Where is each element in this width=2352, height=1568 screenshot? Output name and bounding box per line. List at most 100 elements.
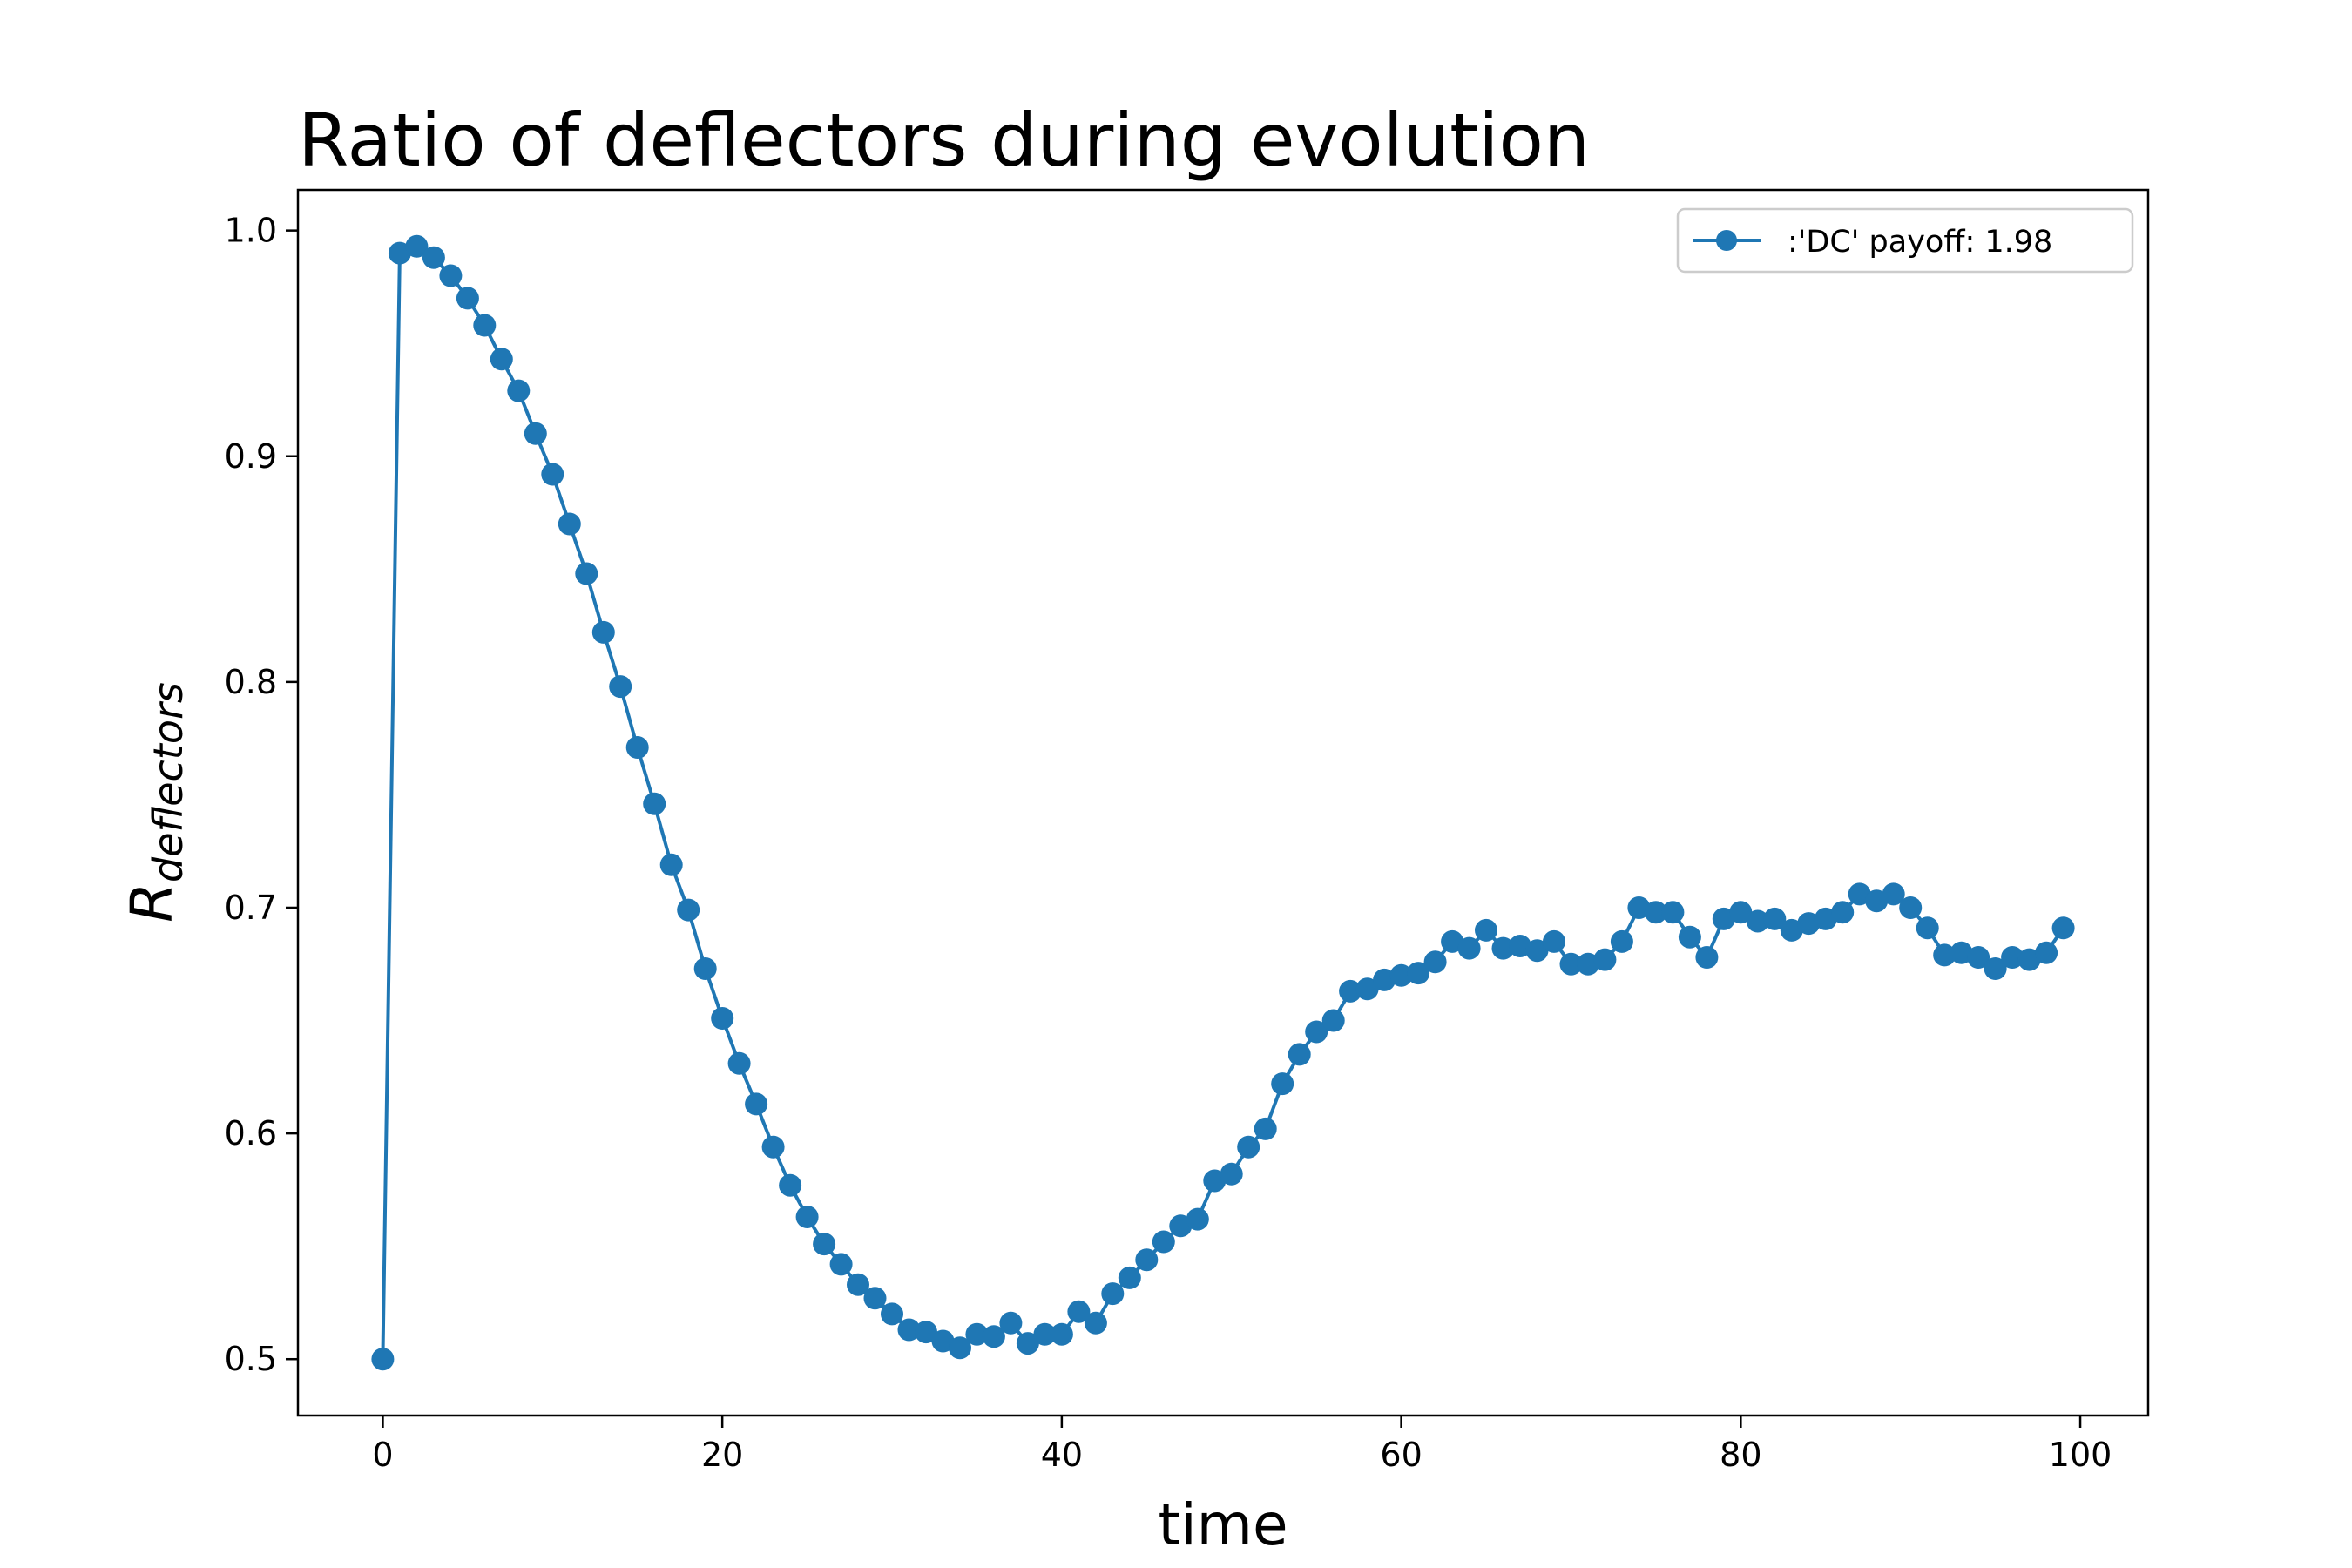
- data-point: [1831, 901, 1855, 924]
- data-point: [1627, 896, 1651, 919]
- data-point: [1712, 907, 1735, 930]
- data-point: [524, 422, 547, 445]
- y-tick-label: 1.0: [225, 212, 277, 250]
- data-point: [388, 241, 411, 265]
- data-point: [2017, 948, 2041, 971]
- data-point: [1067, 1300, 1091, 1323]
- legend: :'DC' payoff: 1.98: [1676, 207, 2134, 274]
- data-point: [881, 1302, 903, 1326]
- data-point: [1797, 912, 1821, 936]
- x-tick-label: 20: [701, 1436, 743, 1474]
- chart-title: Ratio of deflectors during evolution: [298, 98, 1590, 183]
- data-point: [1678, 925, 1701, 949]
- data-point: [1441, 929, 1464, 953]
- data-point: [931, 1329, 955, 1353]
- data-point: [693, 957, 717, 980]
- data-point: [1305, 1020, 1328, 1044]
- y-tick-label: 0.5: [225, 1340, 277, 1378]
- data-point: [1848, 882, 1871, 906]
- y-tick-label: 0.9: [225, 437, 277, 476]
- data-point: [558, 512, 581, 536]
- data-point: [1543, 929, 1565, 953]
- data-point: [1933, 943, 1957, 967]
- data-point: [813, 1233, 836, 1256]
- y-axis-label: Rdeflectors: [118, 682, 192, 923]
- data-point: [541, 463, 564, 486]
- data-point: [761, 1135, 785, 1159]
- x-tick-label: 60: [1380, 1436, 1422, 1474]
- data-point: [863, 1287, 887, 1310]
- data-point: [829, 1253, 853, 1276]
- data-point: [1118, 1266, 1141, 1289]
- data-point: [1355, 977, 1379, 1001]
- data-point: [1016, 1332, 1039, 1355]
- data-point: [439, 264, 463, 287]
- x-tick-label: 80: [1720, 1436, 1761, 1474]
- data-point: [456, 287, 479, 310]
- y-axis-label-subscript: deflectors: [145, 682, 192, 882]
- series-layer: [371, 234, 2075, 1371]
- legend-series-marker: [1716, 230, 1737, 251]
- data-point: [1152, 1230, 1175, 1254]
- x-axis-label: time: [1158, 1491, 1288, 1558]
- data-point: [897, 1318, 921, 1342]
- data-point: [1491, 936, 1515, 960]
- data-point: [915, 1321, 937, 1344]
- data-point: [507, 379, 531, 402]
- x-tick-label: 100: [2049, 1436, 2112, 1474]
- data-point: [795, 1206, 819, 1228]
- data-point: [1135, 1248, 1159, 1272]
- data-point: [677, 898, 700, 922]
- data-point: [1373, 968, 1396, 991]
- y-tick-label: 0.6: [225, 1114, 277, 1152]
- y-tick-label: 0.8: [225, 663, 277, 701]
- legend-box: [1676, 207, 2134, 274]
- data-point: [2035, 941, 2058, 964]
- data-point: [1423, 950, 1447, 974]
- data-point: [982, 1325, 1005, 1348]
- data-point: [1525, 939, 1549, 963]
- data-point: [575, 562, 598, 585]
- plot-area: [296, 188, 2150, 1417]
- data-point: [2051, 916, 2075, 940]
- data-point: [609, 675, 632, 699]
- data-point: [371, 1348, 395, 1371]
- x-tick-label: 40: [1041, 1436, 1083, 1474]
- data-point: [745, 1092, 768, 1116]
- x-tick-label: 0: [372, 1436, 393, 1474]
- data-point: [1593, 948, 1617, 971]
- data-point: [1559, 952, 1583, 976]
- data-point: [2001, 946, 2024, 969]
- y-axis: 0.5 0.6 0.7 0.8 0.9 1.0: [225, 212, 298, 1378]
- data-point: [625, 736, 649, 759]
- data-point: [1695, 946, 1719, 969]
- data-point: [1882, 882, 1905, 906]
- data-point: [1101, 1282, 1125, 1306]
- series-line: [381, 244, 2065, 1360]
- data-point: [1050, 1322, 1073, 1346]
- data-point: [999, 1311, 1023, 1335]
- data-point: [1984, 957, 2007, 980]
- data-point: [711, 1007, 734, 1030]
- data-point: [779, 1173, 802, 1197]
- data-point: [659, 853, 683, 876]
- data-point: [1729, 901, 1753, 924]
- data-point: [727, 1051, 751, 1075]
- data-point: [847, 1273, 869, 1296]
- data-point: [1899, 896, 1923, 919]
- data-point: [1220, 1162, 1243, 1186]
- data-point: [1865, 889, 1889, 913]
- data-point: [490, 348, 513, 371]
- data-point: [1746, 909, 1769, 933]
- data-point: [1033, 1322, 1057, 1346]
- data-point: [1457, 936, 1481, 960]
- x-axis: 0 20 40 60 80 100: [372, 1416, 2112, 1474]
- data-point: [1321, 1009, 1345, 1032]
- data-point: [1288, 1043, 1311, 1066]
- data-point: [1661, 901, 1685, 924]
- data-point: [1254, 1117, 1277, 1140]
- data-point: [1610, 929, 1633, 953]
- data-point: [591, 620, 615, 644]
- data-point: [1967, 946, 1990, 969]
